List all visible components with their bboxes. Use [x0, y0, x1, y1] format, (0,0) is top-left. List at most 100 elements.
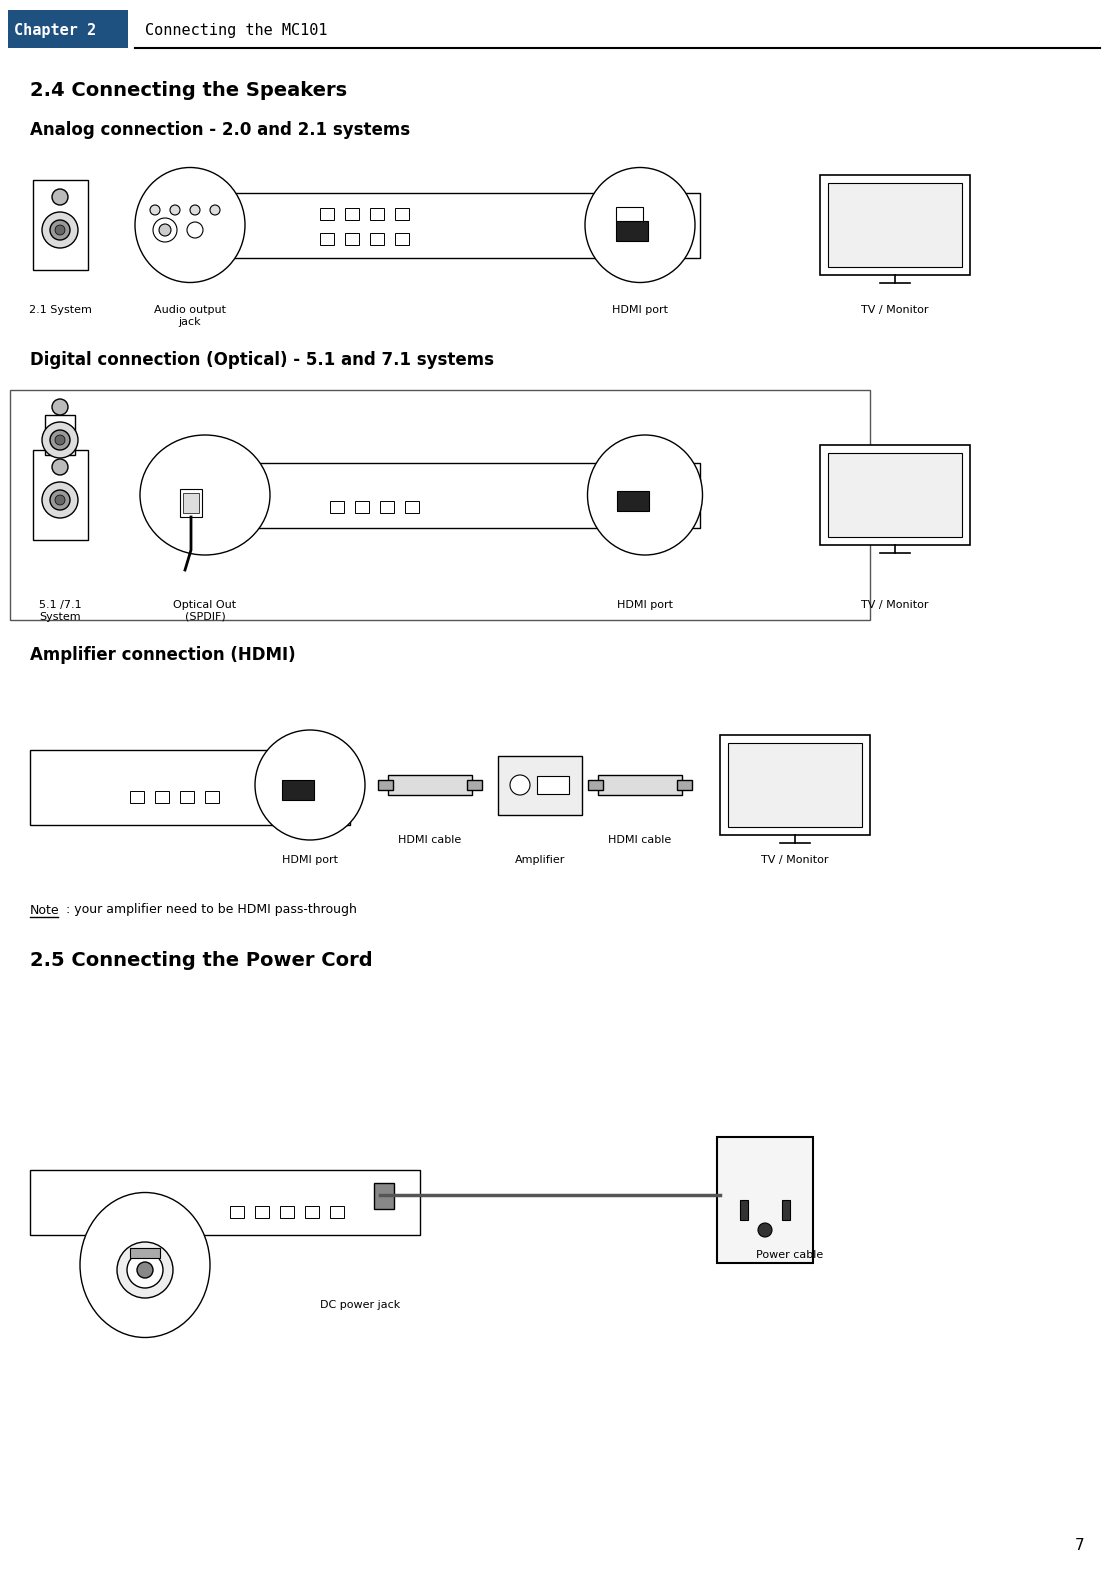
Text: HDMI port: HDMI port: [617, 600, 673, 610]
FancyBboxPatch shape: [320, 233, 334, 246]
Bar: [740, 1200, 748, 1221]
FancyBboxPatch shape: [395, 233, 408, 246]
Circle shape: [158, 224, 171, 236]
Bar: [782, 1200, 790, 1221]
Text: Optical Out
(SPDIF): Optical Out (SPDIF): [173, 600, 237, 622]
Text: Chapter 2: Chapter 2: [15, 22, 96, 38]
Text: TV / Monitor: TV / Monitor: [862, 306, 929, 315]
Circle shape: [55, 225, 65, 235]
Text: TV / Monitor: TV / Monitor: [862, 600, 929, 610]
Circle shape: [42, 482, 78, 518]
FancyBboxPatch shape: [32, 180, 87, 269]
Text: : your amplifier need to be HDMI pass-through: : your amplifier need to be HDMI pass-th…: [62, 904, 357, 917]
FancyBboxPatch shape: [381, 501, 394, 513]
Circle shape: [153, 217, 177, 243]
FancyBboxPatch shape: [355, 501, 369, 513]
FancyBboxPatch shape: [282, 780, 314, 800]
Text: Amplifier: Amplifier: [514, 855, 565, 865]
Circle shape: [50, 430, 70, 450]
FancyBboxPatch shape: [32, 450, 87, 540]
Text: 2.4 Connecting the Speakers: 2.4 Connecting the Speakers: [30, 80, 347, 99]
Circle shape: [187, 222, 203, 238]
Text: HDMI cable: HDMI cable: [398, 835, 462, 846]
FancyBboxPatch shape: [129, 1247, 160, 1258]
FancyBboxPatch shape: [280, 1206, 294, 1217]
FancyBboxPatch shape: [330, 501, 344, 513]
Text: Amplifier connection (HDMI): Amplifier connection (HDMI): [30, 646, 296, 665]
Text: Connecting the MC101: Connecting the MC101: [145, 22, 327, 38]
Text: HDMI port: HDMI port: [282, 855, 338, 865]
FancyBboxPatch shape: [345, 208, 359, 221]
Text: Digital connection (Optical) - 5.1 and 7.1 systems: Digital connection (Optical) - 5.1 and 7…: [30, 351, 494, 369]
FancyBboxPatch shape: [716, 1137, 812, 1263]
FancyBboxPatch shape: [183, 493, 199, 513]
Text: DC power jack: DC power jack: [320, 1299, 401, 1310]
Circle shape: [42, 422, 78, 458]
FancyBboxPatch shape: [129, 791, 144, 803]
FancyBboxPatch shape: [720, 736, 870, 835]
FancyBboxPatch shape: [305, 1206, 319, 1217]
FancyBboxPatch shape: [828, 183, 962, 268]
Text: Note: Note: [30, 904, 59, 917]
Circle shape: [510, 775, 530, 795]
FancyBboxPatch shape: [230, 1206, 244, 1217]
Ellipse shape: [585, 167, 695, 282]
Text: TV / Monitor: TV / Monitor: [761, 855, 829, 865]
Circle shape: [758, 1224, 772, 1236]
FancyBboxPatch shape: [8, 9, 128, 47]
FancyBboxPatch shape: [616, 221, 648, 241]
FancyBboxPatch shape: [170, 192, 700, 257]
Circle shape: [137, 1262, 153, 1277]
Text: Power cable: Power cable: [757, 1251, 824, 1260]
FancyBboxPatch shape: [320, 208, 334, 221]
FancyBboxPatch shape: [371, 233, 384, 246]
FancyBboxPatch shape: [588, 780, 603, 791]
FancyBboxPatch shape: [598, 775, 682, 795]
FancyBboxPatch shape: [378, 780, 393, 791]
Circle shape: [127, 1252, 163, 1288]
FancyBboxPatch shape: [537, 776, 569, 794]
FancyBboxPatch shape: [617, 491, 650, 510]
Circle shape: [190, 205, 200, 216]
Text: Analog connection - 2.0 and 2.1 systems: Analog connection - 2.0 and 2.1 systems: [30, 121, 410, 139]
FancyBboxPatch shape: [820, 446, 970, 545]
Circle shape: [170, 205, 180, 216]
FancyBboxPatch shape: [498, 756, 583, 814]
Circle shape: [55, 495, 65, 506]
Text: HDMI cable: HDMI cable: [608, 835, 672, 846]
Text: Audio output
jack: Audio output jack: [154, 306, 227, 326]
Circle shape: [55, 435, 65, 446]
Circle shape: [52, 398, 68, 414]
FancyBboxPatch shape: [254, 1206, 269, 1217]
FancyBboxPatch shape: [345, 233, 359, 246]
FancyBboxPatch shape: [330, 1206, 344, 1217]
FancyBboxPatch shape: [820, 175, 970, 276]
FancyBboxPatch shape: [388, 775, 472, 795]
FancyBboxPatch shape: [45, 414, 75, 455]
FancyBboxPatch shape: [728, 743, 862, 827]
FancyBboxPatch shape: [205, 791, 219, 803]
Ellipse shape: [587, 435, 702, 554]
FancyBboxPatch shape: [405, 501, 418, 513]
Text: HDMI port: HDMI port: [612, 306, 668, 315]
FancyBboxPatch shape: [30, 1170, 420, 1235]
FancyBboxPatch shape: [371, 208, 384, 221]
Circle shape: [50, 221, 70, 239]
Circle shape: [150, 205, 160, 216]
Text: 2.5 Connecting the Power Cord: 2.5 Connecting the Power Cord: [30, 950, 373, 970]
FancyBboxPatch shape: [10, 391, 870, 621]
FancyBboxPatch shape: [828, 454, 962, 537]
FancyBboxPatch shape: [395, 208, 408, 221]
Circle shape: [52, 458, 68, 476]
FancyBboxPatch shape: [466, 780, 482, 791]
FancyBboxPatch shape: [677, 780, 692, 791]
FancyBboxPatch shape: [180, 791, 194, 803]
FancyBboxPatch shape: [616, 206, 643, 221]
Circle shape: [50, 490, 70, 510]
Circle shape: [117, 1243, 173, 1298]
Text: 7: 7: [1075, 1537, 1085, 1553]
FancyBboxPatch shape: [170, 463, 700, 528]
Ellipse shape: [80, 1192, 210, 1337]
Circle shape: [42, 213, 78, 247]
Text: 2.1 System: 2.1 System: [29, 306, 92, 315]
